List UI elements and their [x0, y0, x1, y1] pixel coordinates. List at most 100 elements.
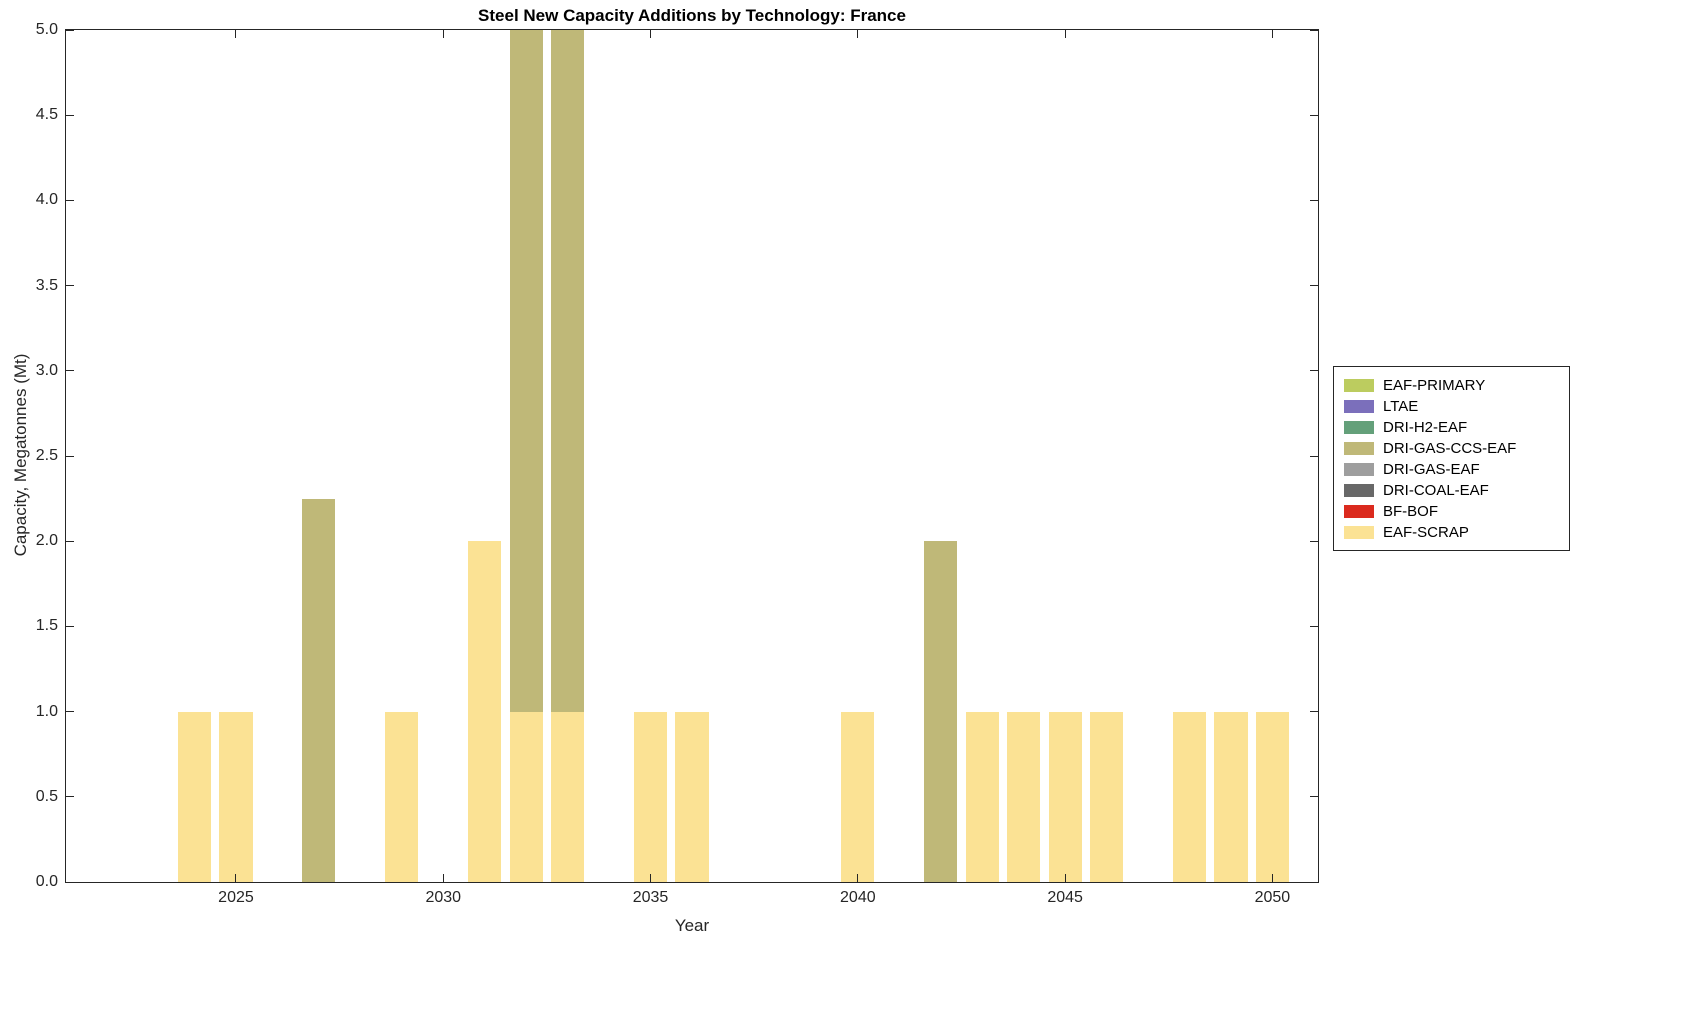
bar-2044	[1007, 30, 1041, 882]
bar-segment-eaf-scrap	[551, 711, 585, 882]
y-tick-mark	[1310, 881, 1318, 882]
x-tick-label: 2025	[218, 889, 254, 906]
bar-segment-eaf-scrap	[965, 711, 999, 882]
y-tick-label: 1.0	[35, 702, 58, 720]
bar-segment-eaf-scrap	[509, 711, 543, 882]
y-tick-label: 0.0	[35, 873, 58, 890]
bar-2036	[675, 30, 709, 882]
y-axis-label: Capacity, Megatonnes (Mt)	[11, 353, 30, 557]
x-tick-mark	[857, 30, 859, 38]
y-tick-mark	[66, 455, 74, 457]
legend-item-eaf-primary: EAF-PRIMARY	[1344, 375, 1569, 396]
bar-segment-dri-gas-ccs-eaf	[924, 541, 958, 882]
bar-2025	[219, 30, 253, 882]
bar-segment-eaf-scrap	[1007, 711, 1041, 882]
bar-segment-eaf-scrap	[177, 711, 212, 882]
y-tick-label: 4.5	[35, 106, 58, 124]
legend-label: DRI-H2-EAF	[1383, 419, 1468, 436]
bar-2029	[385, 30, 419, 882]
y-tick-label: 2.5	[35, 447, 58, 464]
bar-2045	[1048, 30, 1082, 882]
legend-swatch-icon	[1344, 379, 1374, 392]
legend-swatch-icon	[1344, 421, 1374, 434]
bar-segment-dri-gas-ccs-eaf	[509, 30, 543, 712]
legend-label: EAF-PRIMARY	[1383, 377, 1486, 394]
x-tick-label: 2035	[632, 889, 669, 906]
bar-segment-eaf-scrap	[468, 541, 502, 882]
legend-swatch-icon	[1344, 400, 1374, 413]
legend-item-dri-h2-eaf: DRI-H2-EAF	[1344, 417, 1569, 438]
y-tick-mark	[1310, 625, 1318, 627]
bar-2048	[1172, 30, 1207, 882]
y-tick-mark	[1310, 796, 1318, 798]
x-tick-mark	[1064, 874, 1066, 882]
bar-2043	[965, 30, 999, 882]
bar-segment-eaf-scrap	[633, 711, 668, 882]
legend-swatch-icon	[1344, 526, 1374, 539]
x-tick-mark	[650, 874, 652, 882]
legend-item-dri-gas-eaf: DRI-GAS-EAF	[1344, 459, 1569, 480]
x-tick-label: 2040	[840, 889, 876, 906]
y-tick-mark	[66, 30, 74, 31]
x-tick-mark	[235, 874, 237, 882]
y-tick-mark	[66, 199, 74, 201]
legend-item-eaf-scrap: EAF-SCRAP	[1344, 522, 1569, 543]
legend-label: EAF-SCRAP	[1383, 524, 1469, 541]
y-tick-mark	[66, 370, 74, 372]
legend-item-ltae: LTAE	[1344, 396, 1569, 417]
bar-segment-eaf-scrap	[675, 711, 709, 882]
x-tick-mark	[235, 30, 237, 38]
y-tick-mark	[1310, 199, 1318, 201]
plot-area	[65, 29, 1319, 883]
y-tick-mark	[66, 625, 74, 627]
bar-2046	[1089, 30, 1124, 882]
x-tick-mark	[442, 30, 444, 38]
bar-segment-dri-gas-ccs-eaf	[302, 498, 336, 882]
legend-item-dri-coal-eaf: DRI-COAL-EAF	[1344, 480, 1569, 501]
bar-segment-eaf-scrap	[1048, 711, 1082, 882]
x-tick-mark	[650, 30, 652, 38]
x-tick-label: 2045	[1047, 889, 1083, 906]
bar-segment-eaf-scrap	[841, 711, 875, 882]
y-tick-mark	[1310, 114, 1318, 116]
bar-2042	[924, 30, 958, 882]
legend-swatch-icon	[1344, 505, 1374, 518]
legend-label: DRI-COAL-EAF	[1383, 482, 1489, 499]
legend-swatch-icon	[1344, 463, 1374, 476]
legend: EAF-PRIMARY LTAE DRI-H2-EAF DRI-GAS-CCS-EAF…	[1333, 366, 1570, 551]
y-tick-mark	[66, 285, 74, 287]
y-tick-mark	[1310, 711, 1318, 713]
y-tick-label: 1.5	[35, 617, 58, 635]
bar-segment-eaf-scrap	[1089, 711, 1124, 882]
bar-2040	[841, 30, 875, 882]
x-tick-mark	[442, 874, 444, 882]
bar-segment-eaf-scrap	[1214, 711, 1248, 882]
bar-2035	[633, 30, 668, 882]
bar-2032	[509, 30, 543, 882]
bar-segment-dri-gas-ccs-eaf	[551, 30, 585, 712]
x-tick-mark	[1271, 874, 1273, 882]
bar-2024	[177, 30, 212, 882]
legend-item-bf-bof: BF-BOF	[1344, 501, 1569, 522]
legend-swatch-icon	[1344, 484, 1374, 497]
y-tick-label: 3.5	[35, 276, 58, 294]
y-tick-mark	[66, 881, 74, 882]
y-tick-label: 0.5	[35, 787, 58, 805]
legend-swatch-icon	[1344, 442, 1374, 455]
y-tick-mark	[66, 711, 74, 713]
bar-segment-eaf-scrap	[385, 711, 419, 882]
legend-label: BF-BOF	[1383, 503, 1438, 520]
x-axis-label: Year	[674, 916, 710, 935]
x-tick-label: 2030	[425, 889, 462, 906]
legend-label: DRI-GAS-CCS-EAF	[1383, 440, 1517, 457]
bar-2050	[1255, 30, 1289, 882]
y-tick-label: 5.0	[35, 21, 58, 38]
y-tick-mark	[66, 540, 74, 542]
legend-label: LTAE	[1383, 398, 1419, 415]
bar-segment-eaf-scrap	[1172, 711, 1207, 882]
x-tick-mark	[1271, 30, 1273, 38]
x-tick-mark	[857, 874, 859, 882]
bar-segment-eaf-scrap	[1255, 711, 1289, 882]
x-tick-label: 2050	[1254, 889, 1291, 906]
